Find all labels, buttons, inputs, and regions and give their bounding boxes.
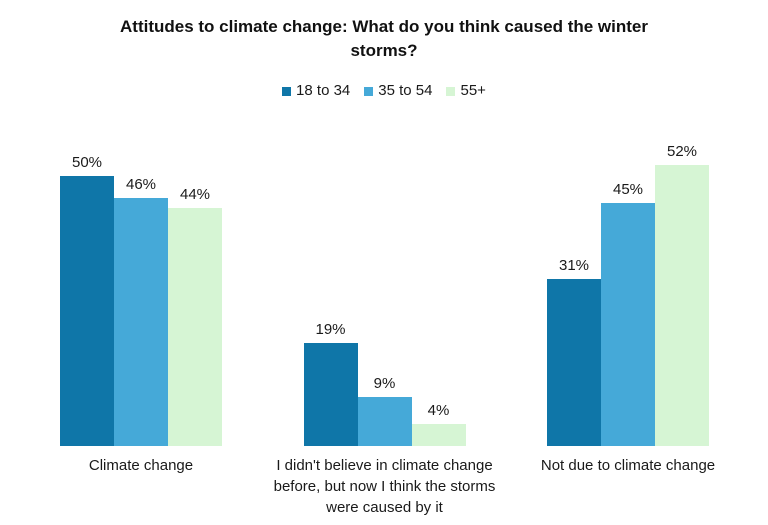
bar-value-label: 19% bbox=[315, 321, 346, 339]
chart-title: Attitudes to climate change: What do you… bbox=[120, 17, 648, 60]
legend-label-35-to-54: 35 to 54 bbox=[378, 82, 433, 99]
bar-group-didnt-believe-before: 19% 9% 4% bbox=[303, 321, 466, 446]
bar-group-not-climate-change: 31% 45% 52% bbox=[547, 143, 709, 446]
bar-value-label: 50% bbox=[71, 154, 103, 171]
category-axis-labels: Climate change I didn't believe in clima… bbox=[60, 455, 716, 525]
bar-35-to-54-not-due-to: 45% bbox=[601, 181, 655, 446]
category-label-climate-change: Climate change bbox=[88, 457, 194, 474]
bar-value-label: 4% bbox=[427, 402, 450, 420]
bar-value-label: 44% bbox=[179, 186, 211, 204]
category-label-didnt-believe-before: I didn't believe in climate change befor… bbox=[273, 457, 496, 516]
bar-value-label: 45% bbox=[612, 181, 644, 198]
legend-item-18-to-34: 18 to 34 bbox=[282, 82, 350, 99]
bar-value-label: 9% bbox=[373, 375, 396, 393]
bar-18-to-34-not-due-to: 31% bbox=[547, 257, 601, 446]
legend-swatch-18-to-34 bbox=[282, 86, 292, 96]
category-label-not-climate-change: Not due to climate change bbox=[540, 457, 716, 474]
legend-label-55-plus: 55+ bbox=[460, 82, 486, 99]
legend-swatch-35-to-54 bbox=[364, 86, 374, 96]
plot-area: 50% 46% 44% 19% 9% 4% 31% 45% 52% bbox=[60, 140, 709, 446]
bar-55-not-due-to: 52% bbox=[655, 143, 709, 446]
legend-swatch-55-plus bbox=[446, 86, 456, 96]
bar-55-climate-change: 44% bbox=[168, 186, 222, 446]
bar-35-to-54-i-didn-t: 9% bbox=[357, 375, 412, 446]
bar-value-label: 52% bbox=[666, 143, 698, 161]
legend-item-35-to-54: 35 to 54 bbox=[364, 82, 432, 99]
bar-18-to-34-climate-change: 50% bbox=[60, 154, 114, 446]
legend-label-18-to-34: 18 to 34 bbox=[296, 82, 351, 99]
bar-55-i-didn-t: 4% bbox=[411, 402, 466, 446]
legend-item-55-plus: 55+ bbox=[446, 82, 486, 99]
bar-value-label: 31% bbox=[558, 256, 590, 274]
bar-18-to-34-i-didn-t: 19% bbox=[303, 321, 358, 446]
bar-35-to-54-climate-change: 46% bbox=[114, 176, 168, 446]
legend: 18 to 34 35 to 54 55+ bbox=[0, 82, 768, 99]
bar-group-climate-change: 50% 46% 44% bbox=[60, 154, 222, 446]
bar-value-label: 46% bbox=[125, 175, 157, 193]
